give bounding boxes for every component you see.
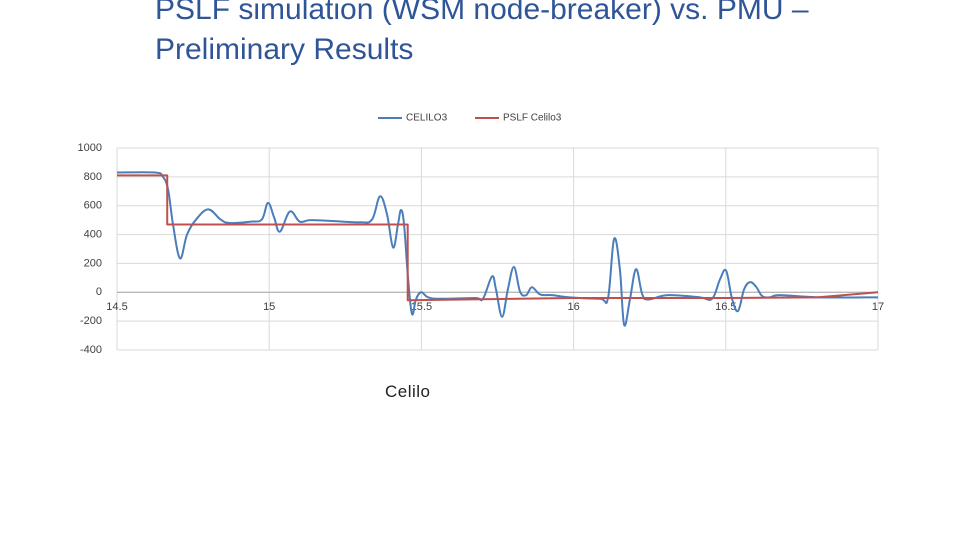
y-tick-label: 800 [84,171,102,183]
y-tick-label: 200 [84,257,102,269]
y-tick-label: -200 [80,315,102,327]
x-tick-label: 17 [872,301,884,313]
legend-label: PSLF Celilo3 [503,113,562,124]
x-tick-label: 16.5 [715,301,736,313]
x-tick-label: 14.5 [106,301,127,313]
y-tick-label: 1000 [78,142,102,154]
x-tick-label: 16 [567,301,579,313]
x-tick-label: 15 [263,301,275,313]
y-tick-label: 600 [84,200,102,212]
legend-label: CELILO3 [406,113,448,124]
slide-title: PSLF simulation (WSM node-breaker) vs. P… [155,0,809,66]
x-tick-label: 15.5 [411,301,432,313]
caption: Celilo [385,382,431,401]
y-tick-label: -400 [80,344,102,356]
series-line [116,171,879,327]
y-tick-label: 0 [96,286,102,298]
y-tick-label: 400 [84,228,102,240]
series-line [117,174,879,302]
